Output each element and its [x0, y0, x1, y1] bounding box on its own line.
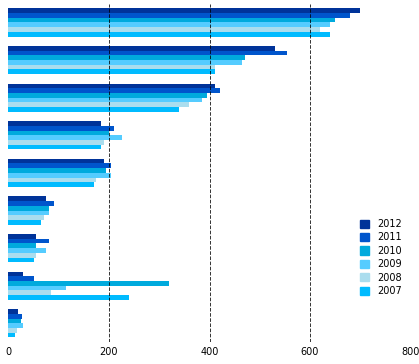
Bar [8, 55, 245, 60]
Bar [8, 253, 36, 258]
Bar [8, 102, 189, 107]
Bar [8, 163, 111, 168]
Bar [8, 13, 350, 18]
Bar [8, 314, 23, 318]
Bar [8, 210, 49, 215]
Bar [8, 182, 94, 187]
Bar [8, 333, 16, 337]
Bar [8, 173, 111, 178]
Bar [8, 126, 114, 131]
Legend: 2012, 2011, 2010, 2009, 2008, 2007: 2012, 2011, 2010, 2009, 2008, 2007 [356, 215, 406, 300]
Bar [8, 70, 215, 74]
Bar [8, 23, 330, 27]
Bar [8, 215, 44, 220]
Bar [8, 145, 101, 149]
Bar [8, 276, 34, 281]
Bar [8, 93, 207, 98]
Bar [8, 135, 122, 140]
Bar [8, 168, 106, 173]
Bar [8, 98, 202, 102]
Bar [8, 27, 320, 32]
Bar [8, 65, 215, 70]
Bar [8, 60, 242, 65]
Bar [8, 309, 18, 314]
Bar [8, 51, 287, 55]
Bar [8, 318, 21, 323]
Bar [8, 178, 96, 182]
Bar [8, 107, 179, 112]
Bar [8, 220, 41, 225]
Bar [8, 290, 51, 295]
Bar [8, 159, 104, 163]
Bar [8, 8, 360, 13]
Bar [8, 197, 46, 201]
Bar [8, 32, 330, 36]
Bar [8, 140, 104, 145]
Bar [8, 234, 36, 239]
Bar [8, 295, 129, 300]
Bar [8, 258, 34, 262]
Bar [8, 88, 220, 93]
Bar [8, 239, 49, 244]
Bar [8, 244, 36, 248]
Bar [8, 286, 66, 290]
Bar [8, 281, 169, 286]
Bar [8, 46, 275, 51]
Bar [8, 121, 101, 126]
Bar [8, 323, 23, 328]
Bar [8, 84, 215, 88]
Bar [8, 248, 46, 253]
Bar [8, 272, 23, 276]
Bar [8, 328, 18, 333]
Bar [8, 206, 49, 210]
Bar [8, 201, 54, 206]
Bar [8, 18, 335, 23]
Bar [8, 131, 109, 135]
